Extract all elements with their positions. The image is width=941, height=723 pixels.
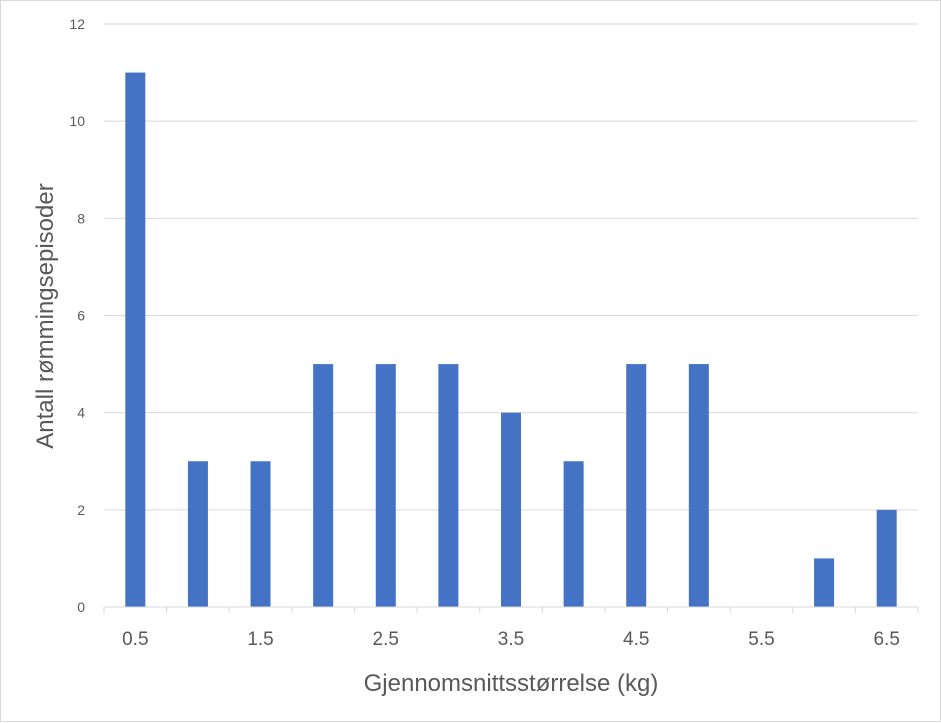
y-tick-label: 10 <box>69 113 85 129</box>
x-tick-label: 4.5 <box>623 629 649 650</box>
bar <box>375 364 396 607</box>
bar <box>563 461 584 607</box>
bar <box>187 461 208 607</box>
bars <box>125 72 897 608</box>
y-tick-labels: 0 2 4 6 8 10 12 <box>69 16 85 615</box>
y-axis-title: Antall rømmingsepisoder <box>32 183 59 448</box>
bar <box>626 364 647 607</box>
x-tick-label: 6.5 <box>873 629 899 650</box>
x-tick-labels: 0.5 1.5 2.5 3.5 4.5 5.5 6.5 <box>122 629 900 650</box>
bar <box>250 461 271 607</box>
x-tick-label: 3.5 <box>498 629 524 650</box>
x-tick-label: 5.5 <box>748 629 774 650</box>
x-tick-label: 2.5 <box>373 629 399 650</box>
y-tick-label: 6 <box>77 308 85 324</box>
y-tick-label: 0 <box>77 599 85 615</box>
bar <box>313 364 334 607</box>
y-tick-label: 8 <box>77 210 85 226</box>
gridlines <box>104 23 918 511</box>
bar <box>876 509 897 607</box>
bar <box>125 72 146 608</box>
bar <box>438 364 459 607</box>
x-tick-label: 1.5 <box>247 629 273 650</box>
x-axis <box>103 606 919 613</box>
y-tick-label: 4 <box>77 405 85 421</box>
bar <box>688 364 709 607</box>
bar <box>501 412 521 607</box>
y-tick-label: 12 <box>69 16 85 32</box>
y-tick-label: 2 <box>77 502 85 518</box>
bar <box>814 558 835 607</box>
x-tick-label: 0.5 <box>122 629 148 650</box>
x-axis-title: Gjennomsnittsstørrelse (kg) <box>364 670 659 697</box>
